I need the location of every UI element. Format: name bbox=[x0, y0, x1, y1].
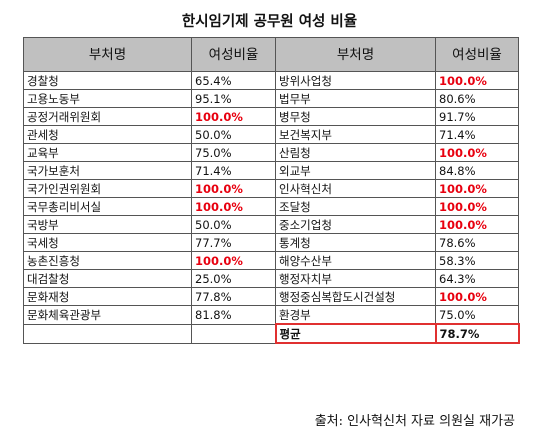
ratio-cell: 75.0% bbox=[191, 143, 276, 162]
dept-name-cell: 법무부 bbox=[275, 89, 436, 108]
source-note: 출처: 인사혁신처 자료 의원실 재가공 bbox=[314, 414, 515, 429]
ratio-cell: 81.8% bbox=[191, 305, 276, 325]
ratio-cell: 100.0% bbox=[435, 71, 519, 90]
ratio-cell: 71.4% bbox=[191, 161, 276, 180]
table-row: 공정거래위원회 100.0% 병무청 91.7% bbox=[23, 107, 519, 126]
ratio-cell: 77.7% bbox=[191, 233, 276, 252]
empty-cell bbox=[23, 323, 192, 344]
table-body: 경찰청 65.4% 방위사업청 100.0% 고용노동부 95.1% 법무부 80.6% 공정거… bbox=[23, 71, 520, 344]
average-label: 평균 bbox=[274, 323, 437, 344]
ratio-cell: 64.3% bbox=[435, 269, 519, 288]
table-row: 문화체육관광부 81.8% 환경부 75.0% bbox=[23, 305, 519, 325]
ratio-cell: 58.3% bbox=[435, 251, 519, 270]
dept-name-cell: 농촌진흥청 bbox=[23, 251, 192, 270]
dept-name-cell: 국방부 bbox=[23, 215, 192, 234]
ratio-cell: 100.0% bbox=[435, 179, 519, 198]
dept-name-cell: 외교부 bbox=[275, 161, 436, 180]
ratio-cell: 100.0% bbox=[435, 215, 519, 234]
table-row: 관세청 50.0% 보건복지부 71.4% bbox=[23, 125, 519, 144]
ratio-cell: 95.1% bbox=[191, 89, 276, 108]
table-row: 국무총리비서실 100.0% 조달청 100.0% bbox=[23, 197, 519, 216]
table-row: 국가인권위원회 100.0% 인사혁신처 100.0% bbox=[23, 179, 519, 198]
dept-name-cell: 조달청 bbox=[275, 197, 436, 216]
dept-name-cell: 공정거래위원회 bbox=[23, 107, 192, 126]
dept-name-cell: 중소기업청 bbox=[275, 215, 436, 234]
table-header-row: 부처명 여성비율 부처명 여성비율 bbox=[23, 37, 519, 72]
dept-name-cell: 교육부 bbox=[23, 143, 192, 162]
table-row: 농촌진흥청 100.0% 해양수산부 58.3% bbox=[23, 251, 519, 270]
ratio-cell: 75.0% bbox=[435, 305, 519, 325]
ratio-table: 부처명 여성비율 부처명 여성비율 경찰청 65.4% 방위사업청 100.0% 고용노… bbox=[23, 37, 520, 344]
dept-name-cell: 행정자치부 bbox=[275, 269, 436, 288]
header-ratio-1: 여성비율 bbox=[191, 37, 276, 72]
dept-name-cell: 통계청 bbox=[275, 233, 436, 252]
dept-name-cell: 환경부 bbox=[275, 305, 436, 325]
dept-name-cell: 국가보훈처 bbox=[23, 161, 192, 180]
ratio-cell: 84.8% bbox=[435, 161, 519, 180]
average-row: 평균 78.7% bbox=[23, 323, 520, 344]
table-row: 고용노동부 95.1% 법무부 80.6% bbox=[23, 89, 519, 108]
ratio-cell: 80.6% bbox=[435, 89, 519, 108]
dept-name-cell: 관세청 bbox=[23, 125, 192, 144]
ratio-cell: 50.0% bbox=[191, 215, 276, 234]
header-ratio-2: 여성비율 bbox=[435, 37, 519, 72]
dept-name-cell: 산림청 bbox=[275, 143, 436, 162]
ratio-cell: 25.0% bbox=[191, 269, 276, 288]
ratio-cell: 100.0% bbox=[191, 107, 276, 126]
ratio-cell: 50.0% bbox=[191, 125, 276, 144]
dept-name-cell: 해양수산부 bbox=[275, 251, 436, 270]
ratio-cell: 78.6% bbox=[435, 233, 519, 252]
dept-name-cell: 대검찰청 bbox=[23, 269, 192, 288]
ratio-cell: 77.8% bbox=[191, 287, 276, 306]
dept-name-cell: 문화체육관광부 bbox=[23, 305, 192, 325]
dept-name-cell: 인사혁신처 bbox=[275, 179, 436, 198]
table-row: 국세청 77.7% 통계청 78.6% bbox=[23, 233, 519, 252]
dept-name-cell: 보건복지부 bbox=[275, 125, 436, 144]
ratio-cell: 100.0% bbox=[191, 179, 276, 198]
dept-name-cell: 경찰청 bbox=[23, 71, 192, 90]
table-row: 국가보훈처 71.4% 외교부 84.8% bbox=[23, 161, 519, 180]
table-row: 교육부 75.0% 산림청 100.0% bbox=[23, 143, 519, 162]
ratio-cell: 100.0% bbox=[435, 287, 519, 306]
dept-name-cell: 행정중심복합도시건설청 bbox=[275, 287, 436, 306]
dept-name-cell: 국무총리비서실 bbox=[23, 197, 192, 216]
ratio-cell: 91.7% bbox=[435, 107, 519, 126]
dept-name-cell: 고용노동부 bbox=[23, 89, 192, 108]
table-row: 국방부 50.0% 중소기업청 100.0% bbox=[23, 215, 519, 234]
empty-cell bbox=[191, 323, 276, 344]
ratio-cell: 100.0% bbox=[191, 197, 276, 216]
table-row: 경찰청 65.4% 방위사업청 100.0% bbox=[23, 71, 519, 90]
table-row: 대검찰청 25.0% 행정자치부 64.3% bbox=[23, 269, 519, 288]
table-row: 문화재청 77.8% 행정중심복합도시건설청 100.0% bbox=[23, 287, 519, 306]
ratio-cell: 71.4% bbox=[435, 125, 519, 144]
ratio-cell: 65.4% bbox=[191, 71, 276, 90]
ratio-cell: 100.0% bbox=[191, 251, 276, 270]
dept-name-cell: 국가인권위원회 bbox=[23, 179, 192, 198]
average-value: 78.7% bbox=[434, 323, 520, 344]
dept-name-cell: 방위사업청 bbox=[275, 71, 436, 90]
header-dept-2: 부처명 bbox=[275, 37, 436, 72]
dept-name-cell: 국세청 bbox=[23, 233, 192, 252]
ratio-cell: 100.0% bbox=[435, 143, 519, 162]
ratio-cell: 100.0% bbox=[435, 197, 519, 216]
dept-name-cell: 병무청 bbox=[275, 107, 436, 126]
page-title: 한시임기제 공무원 여성 비율 bbox=[181, 13, 358, 30]
header-dept-1: 부처명 bbox=[23, 37, 192, 72]
dept-name-cell: 문화재청 bbox=[23, 287, 192, 306]
